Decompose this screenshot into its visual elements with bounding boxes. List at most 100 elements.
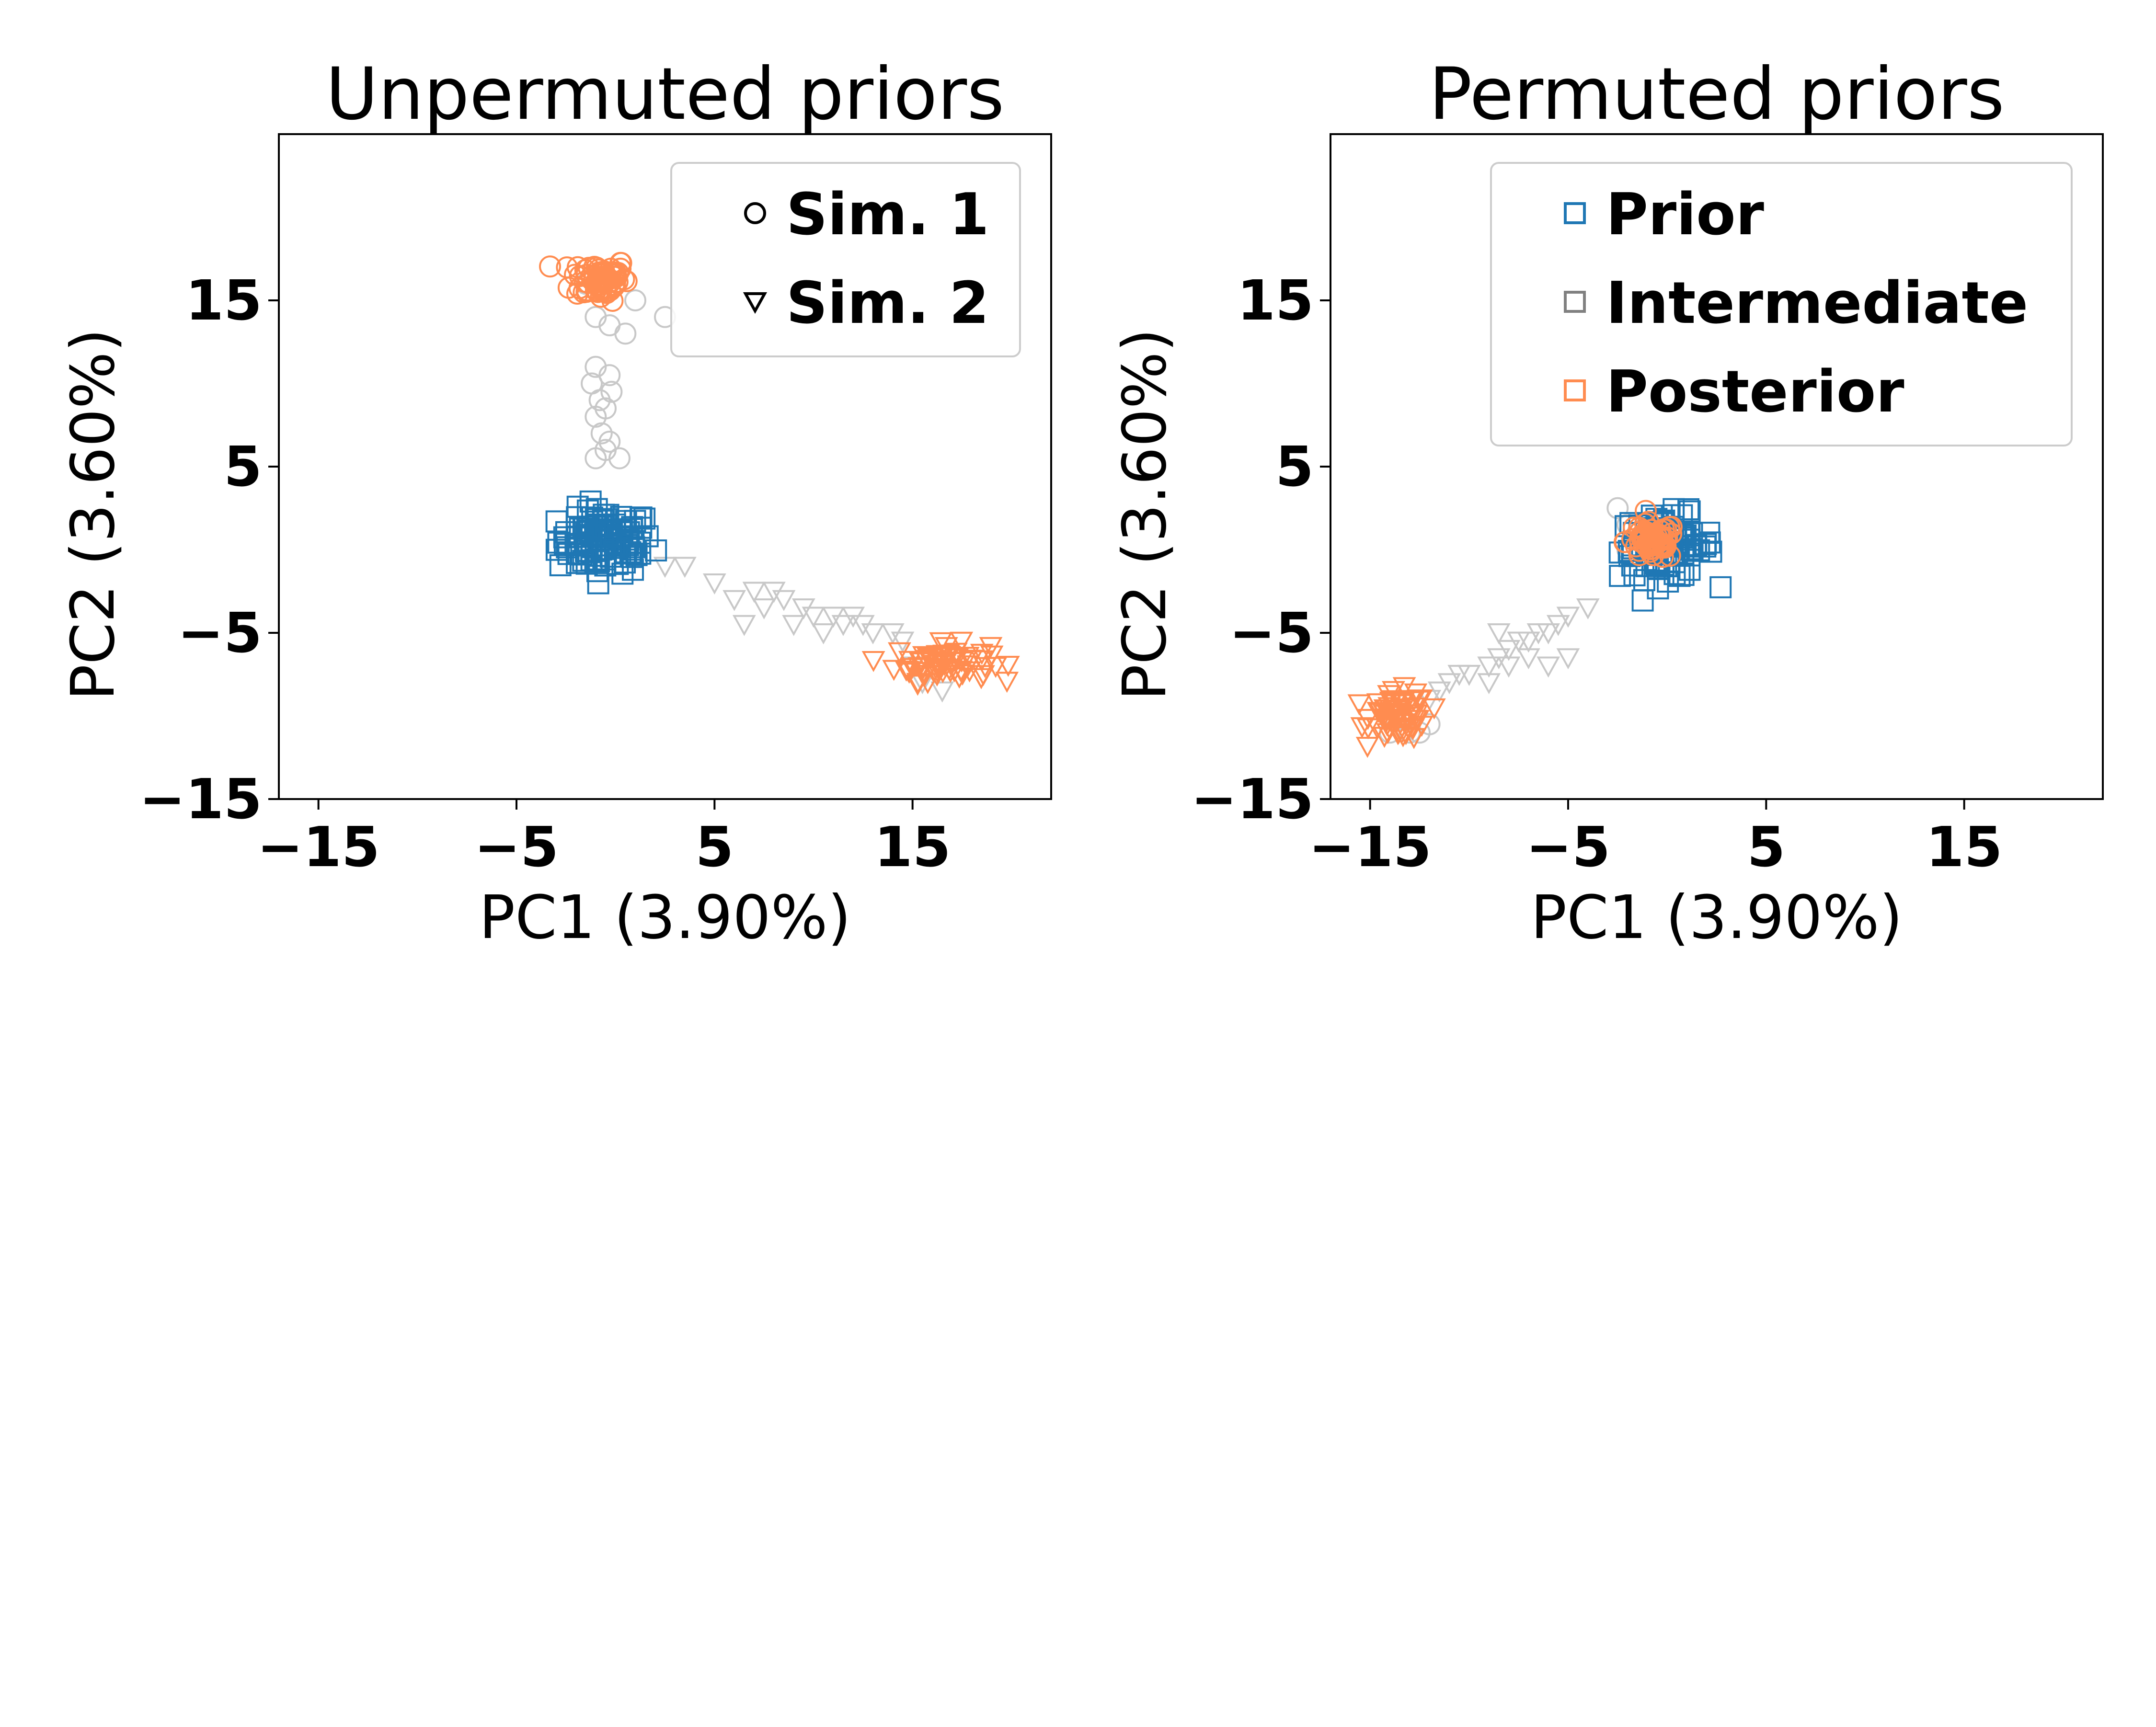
legend-label: Intermediate	[1606, 270, 2028, 337]
scatter-point-posterior-sim2	[1355, 737, 1379, 758]
scatter-point-prior-sim2	[588, 550, 610, 572]
scatter-point-posterior-sim2	[934, 637, 958, 658]
scatter-point-posterior-sim1	[613, 268, 635, 291]
scatter-point-prior-sim2	[549, 554, 572, 576]
scatter-point-posterior-sim1	[1640, 529, 1663, 551]
legend-marker-circle	[744, 202, 766, 224]
x-tick-label: 5	[695, 815, 734, 880]
legend-label: Sim. 1	[786, 182, 989, 248]
y-axis-label: PC2 (3.60%)	[58, 329, 128, 701]
scatter-point-intermediate-sim2	[831, 615, 855, 636]
scatter-point-intermediate-sim2	[930, 681, 954, 703]
legend-label: Sim. 2	[786, 270, 989, 337]
scatter-point-posterior-sim2	[1422, 698, 1446, 720]
scatter-point-posterior-sim2	[861, 651, 885, 672]
scatter-point-posterior-sim2	[979, 637, 1003, 658]
scatter-point-intermediate-sim2	[1487, 623, 1511, 645]
scatter-point-posterior-sim2	[1406, 710, 1430, 732]
scatter-point-posterior-sim2	[956, 655, 980, 677]
scatter-point-intermediate-sim1	[624, 289, 646, 311]
scatter-point-prior-sim2	[587, 572, 609, 595]
legend-box	[670, 162, 1021, 357]
y-axis-label: PC2 (3.60%)	[1110, 329, 1180, 701]
scatter-point-intermediate-sim2	[752, 598, 776, 620]
x-tick-label: 15	[874, 815, 951, 880]
scatter-point-intermediate-sim2	[732, 615, 756, 636]
data-points	[1347, 497, 1732, 758]
scatter-point-intermediate-sim2	[702, 573, 726, 595]
scatter-point-posterior-sim1	[557, 276, 580, 299]
scatter-point-intermediate-sim2	[1537, 656, 1560, 678]
legend-marker-square	[1564, 202, 1586, 224]
scatter-point-prior-sim2	[579, 521, 601, 543]
scatter-point-intermediate-sim2	[891, 631, 915, 653]
legend-label: Posterior	[1606, 359, 1904, 425]
x-tick-label: 15	[1926, 815, 2003, 880]
scatter-point-intermediate-sim2	[782, 615, 806, 636]
scatter-point-posterior-sim2	[932, 644, 956, 666]
scatter-point-prior-sim2	[572, 549, 595, 572]
scatter-point-intermediate-sim1	[614, 322, 637, 345]
scatter-point-intermediate-sim2	[1556, 648, 1580, 670]
scatter-point-posterior-sim1	[609, 252, 632, 274]
scatter-point-prior-sim2	[604, 514, 626, 536]
scatter-point-posterior-sim1	[1659, 545, 1681, 567]
scatter-point-posterior-sim2	[958, 661, 981, 683]
legend-box	[1490, 162, 2073, 446]
scatter-point-intermediate-sim1	[598, 364, 621, 387]
legend-marker-triangle-down	[743, 292, 768, 314]
scatter-point-intermediate-sim2	[673, 557, 697, 578]
scatter-point-prior-sim2	[1685, 534, 1708, 556]
x-axis-label: PC1 (3.90%)	[1531, 883, 1903, 952]
scatter-point-posterior-sim2	[947, 667, 971, 689]
scatter-point-intermediate-sim2	[802, 606, 826, 628]
scatter-point-intermediate-sim1	[585, 405, 607, 428]
legend: Prior Intermediate Posterior	[1490, 162, 2073, 446]
x-axis-label: PC1 (3.90%)	[479, 883, 851, 952]
scatter-point-intermediate-sim2	[841, 606, 865, 628]
scatter-point-posterior-sim2	[929, 632, 953, 653]
legend: Sim. 1 Sim. 2	[670, 162, 1021, 357]
scatter-point-posterior-sim2	[909, 662, 933, 683]
scatter-point-intermediate-sim2	[1516, 648, 1540, 670]
scatter-point-posterior-sim2	[970, 643, 994, 665]
scatter-point-prior-sim2	[596, 508, 619, 530]
scatter-point-prior-sim2	[545, 510, 568, 533]
scatter-point-posterior-sim1	[539, 255, 562, 278]
scatter-point-intermediate-sim1	[608, 447, 631, 469]
scatter-point-intermediate-sim2	[653, 557, 677, 578]
scatter-point-prior-sim2	[579, 490, 602, 513]
scatter-point-posterior-sim2	[1384, 694, 1407, 716]
scatter-point-prior-sim2	[581, 536, 603, 559]
y-tick-label: −5	[1229, 601, 1314, 665]
scatter-point-posterior-sim2	[882, 660, 906, 681]
scatter-point-posterior-sim2	[1407, 690, 1431, 712]
scatter-point-prior-sim2	[553, 526, 575, 549]
legend-marker-square	[1564, 379, 1586, 401]
y-tick-label: −15	[139, 767, 262, 832]
scatter-point-intermediate-sim2	[1497, 656, 1521, 678]
scatter-point-posterior-sim2	[996, 655, 1020, 677]
scatter-point-posterior-sim2	[1388, 700, 1412, 722]
scatter-point-posterior-sim1	[1658, 516, 1680, 538]
chart-panel-1: Unpermuted priors −15 −5 5 15 −15 −5 5 15 PC1 (3.…	[58, 53, 1052, 952]
scatter-point-prior-sim2	[580, 524, 603, 546]
scatter-point-prior-sim2	[607, 553, 629, 575]
chart-title: Permuted priors	[1429, 53, 2005, 136]
scatter-point-posterior-sim2	[1375, 709, 1399, 730]
scatter-point-intermediate-sim2	[1477, 656, 1501, 678]
scatter-point-prior-sim2	[619, 541, 642, 563]
scatter-point-intermediate-sim1	[590, 422, 613, 445]
scatter-point-intermediate-sim1	[600, 380, 623, 403]
scatter-point-prior-sim2	[592, 515, 614, 538]
scatter-point-posterior-sim2	[916, 673, 940, 695]
scatter-point-intermediate-sim2	[1477, 673, 1501, 695]
scatter-point-posterior-sim2	[1392, 677, 1416, 698]
scatter-point-posterior-sim2	[912, 646, 936, 667]
scatter-point-intermediate-sim2	[742, 582, 766, 603]
scatter-point-posterior-sim2	[950, 631, 974, 653]
scatter-point-prior-sim2	[1709, 576, 1732, 598]
scatter-point-posterior-sim2	[1373, 727, 1396, 748]
scatter-point-posterior-sim2	[1356, 709, 1380, 730]
